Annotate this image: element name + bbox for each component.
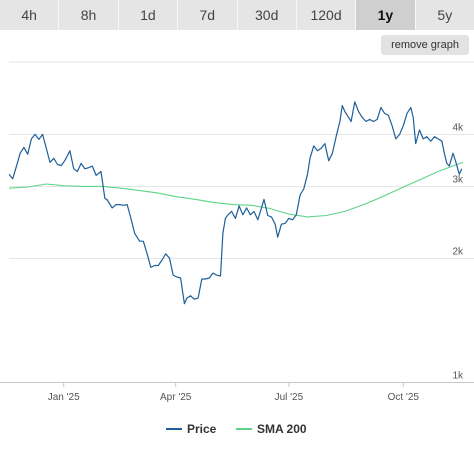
sma-200-line bbox=[8, 161, 464, 218]
x-tick-label: Jan '25 bbox=[48, 392, 80, 403]
tab-4h[interactable]: 4h bbox=[21, 7, 37, 23]
x-tick-label: Apr '25 bbox=[160, 392, 192, 403]
tab-8h[interactable]: 8h bbox=[58, 0, 117, 30]
tab-7d[interactable]: 7d bbox=[177, 0, 236, 30]
tab-1y[interactable]: 1y bbox=[355, 0, 415, 30]
y-tick-label: 4k bbox=[452, 123, 464, 134]
tab-5y[interactable]: 5y bbox=[414, 0, 474, 30]
legend-label: Price bbox=[187, 422, 217, 436]
grid-lines bbox=[9, 61, 474, 383]
axes: 1k 2k 3k 4k Jan '25 Apr '25 Jul '25 Oct '25 bbox=[0, 123, 474, 403]
tab-1d[interactable]: 1d bbox=[117, 0, 177, 30]
y-tick-label: 3k bbox=[452, 175, 464, 186]
remove-graph-button[interactable]: remove graph bbox=[381, 35, 469, 55]
sma-200-series bbox=[8, 161, 464, 218]
x-tick-label: Oct '25 bbox=[388, 392, 420, 403]
y-tick-label: 2k bbox=[452, 247, 464, 258]
x-tick-label: Jul '25 bbox=[275, 392, 304, 403]
y-tick-label: 1k bbox=[452, 371, 464, 382]
timeframe-tabs: 4h 8h 1d 7d 30d 120d 1y 5y bbox=[0, 0, 474, 30]
tab-120d[interactable]: 120d bbox=[295, 0, 355, 30]
legend-label: SMA 200 bbox=[257, 422, 307, 436]
price-line bbox=[8, 101, 463, 305]
tab-30d[interactable]: 30d bbox=[236, 0, 296, 30]
price-series bbox=[8, 101, 463, 305]
legend: Price SMA 200 bbox=[166, 422, 307, 436]
